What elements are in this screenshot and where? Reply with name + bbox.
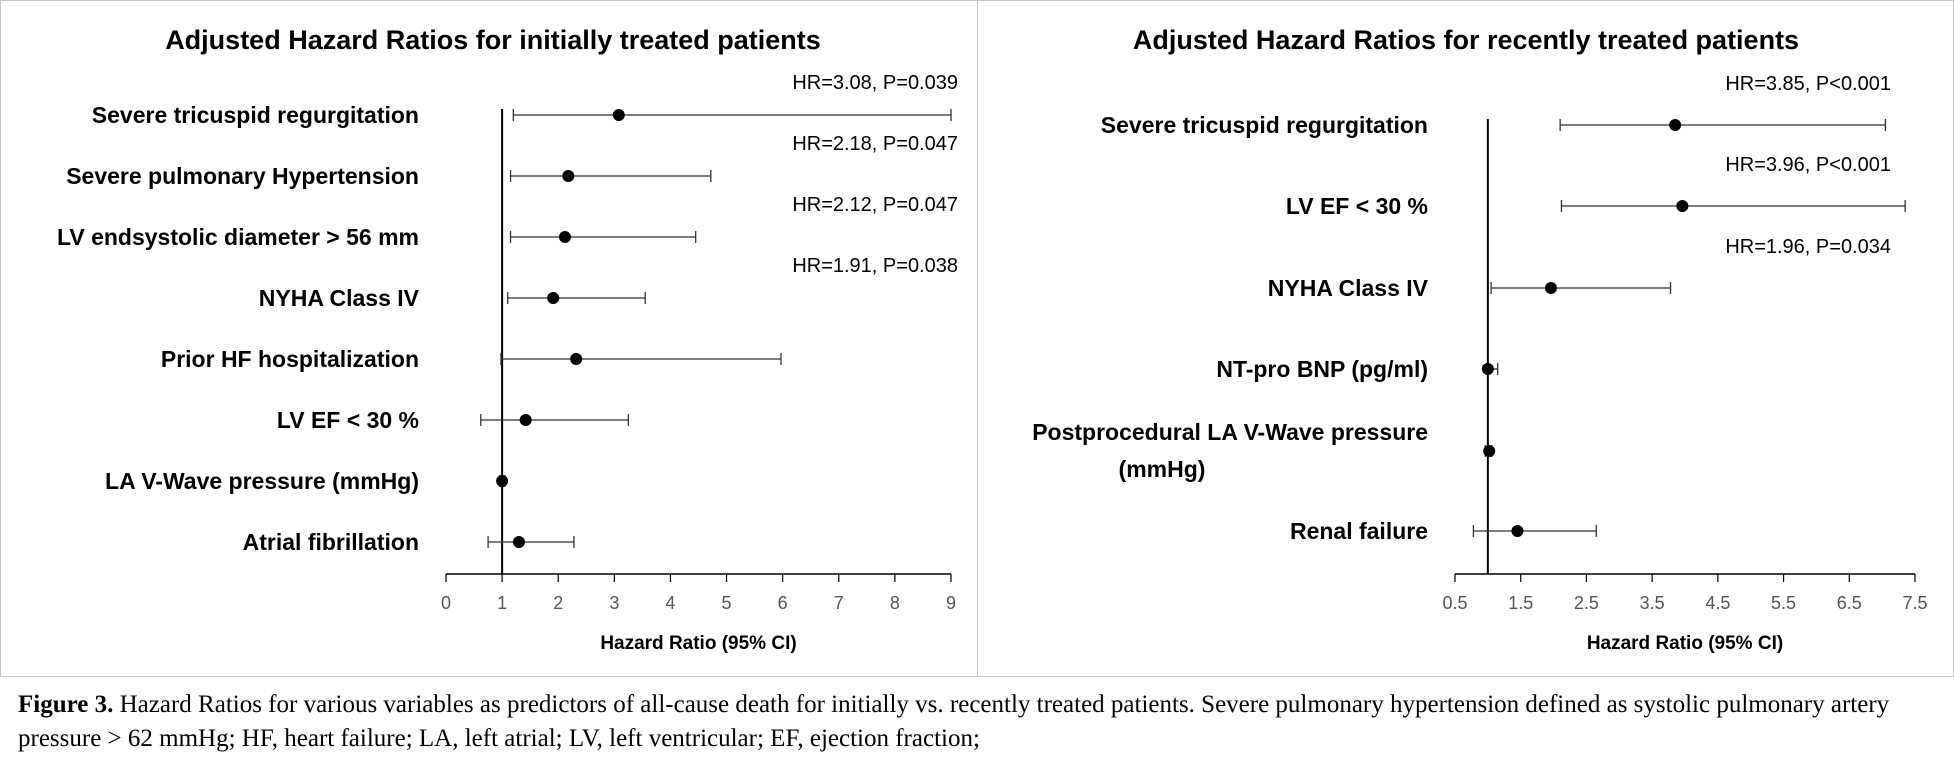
x-tick-label: 1.5 — [1508, 593, 1533, 613]
x-axis-label: Hazard Ratio (95% CI) — [1587, 633, 1783, 654]
row-label: Atrial fibrillation — [243, 529, 419, 555]
x-tick-label: 0 — [441, 593, 451, 613]
row-label: Severe tricuspid regurgitation — [92, 102, 419, 128]
row-label: Severe tricuspid regurgitation — [1101, 112, 1428, 138]
hr-annotation: HR=2.18, P=0.047 — [792, 133, 958, 155]
caption-text: Hazard Ratios for various variables as p… — [18, 691, 1890, 752]
chart-title: Adjusted Hazard Ratios for initially tre… — [165, 25, 821, 55]
left-chart-panel: Adjusted Hazard Ratios for initially tre… — [0, 0, 978, 677]
hr-point — [547, 292, 560, 304]
row-label: NYHA Class IV — [1268, 275, 1429, 301]
hr-point — [1483, 445, 1496, 457]
x-tick-label: 3.5 — [1640, 593, 1665, 613]
row-label-continued: (mmHg) — [1119, 456, 1206, 482]
x-tick-label: 6 — [778, 593, 788, 613]
hr-point — [1669, 119, 1682, 131]
x-tick-label: 1 — [497, 593, 507, 613]
hr-annotation: HR=2.12, P=0.047 — [792, 194, 958, 216]
x-tick-label: 3 — [609, 593, 619, 613]
row-label: LV endsystolic diameter > 56 mm — [57, 224, 419, 250]
hr-annotation: HR=3.96, P<0.001 — [1725, 154, 1891, 176]
x-tick-label: 0.5 — [1442, 593, 1467, 613]
hr-point — [1481, 363, 1494, 375]
row-label: LV EF < 30 % — [277, 407, 419, 433]
x-tick-label: 2 — [553, 593, 563, 613]
hr-annotation: HR=1.96, P=0.034 — [1725, 236, 1891, 258]
row-label: Postprocedural LA V-Wave pressure — [1032, 419, 1428, 445]
hr-point — [1676, 200, 1689, 212]
x-tick-label: 9 — [946, 593, 956, 613]
x-tick-label: 2.5 — [1574, 593, 1599, 613]
right-forest-plot: Adjusted Hazard Ratios for recently trea… — [1032, 25, 1927, 654]
row-label: LV EF < 30 % — [1286, 193, 1428, 219]
x-tick-label: 4.5 — [1705, 593, 1730, 613]
hr-point — [1544, 282, 1557, 294]
right-chart-panel: Adjusted Hazard Ratios for recently trea… — [977, 0, 1954, 677]
hr-point — [612, 109, 625, 121]
row-label: Renal failure — [1290, 518, 1428, 544]
x-tick-label: 4 — [665, 593, 675, 613]
x-tick-label: 5.5 — [1771, 593, 1796, 613]
x-tick-label: 7.5 — [1902, 593, 1927, 613]
x-axis-label: Hazard Ratio (95% CI) — [600, 633, 796, 654]
caption-label: Figure 3. — [18, 691, 114, 718]
row-label: Prior HF hospitalization — [161, 346, 419, 372]
hr-point — [519, 414, 532, 426]
chart-title: Adjusted Hazard Ratios for recently trea… — [1133, 25, 1799, 55]
x-tick-label: 8 — [890, 593, 900, 613]
row-label: NT-pro BNP (pg/ml) — [1216, 356, 1428, 382]
hr-annotation: HR=1.91, P=0.038 — [792, 255, 958, 277]
hr-annotation: HR=3.08, P=0.039 — [792, 72, 958, 94]
x-tick-label: 7 — [834, 593, 844, 613]
hr-point — [562, 170, 575, 182]
hr-point — [512, 536, 525, 548]
hr-annotation: HR=3.85, P<0.001 — [1725, 73, 1891, 95]
figure-caption: Figure 3. Hazard Ratios for various vari… — [18, 688, 1938, 756]
hr-point — [570, 353, 583, 365]
x-tick-label: 6.5 — [1837, 593, 1862, 613]
row-label: Severe pulmonary Hypertension — [66, 163, 419, 189]
x-tick-label: 5 — [722, 593, 732, 613]
left-forest-plot: Adjusted Hazard Ratios for initially tre… — [57, 25, 958, 654]
hr-point — [558, 231, 571, 243]
hr-point — [496, 475, 509, 487]
row-label: NYHA Class IV — [259, 285, 420, 311]
hr-point — [1511, 525, 1524, 537]
row-label: LA V-Wave pressure (mmHg) — [105, 468, 419, 494]
